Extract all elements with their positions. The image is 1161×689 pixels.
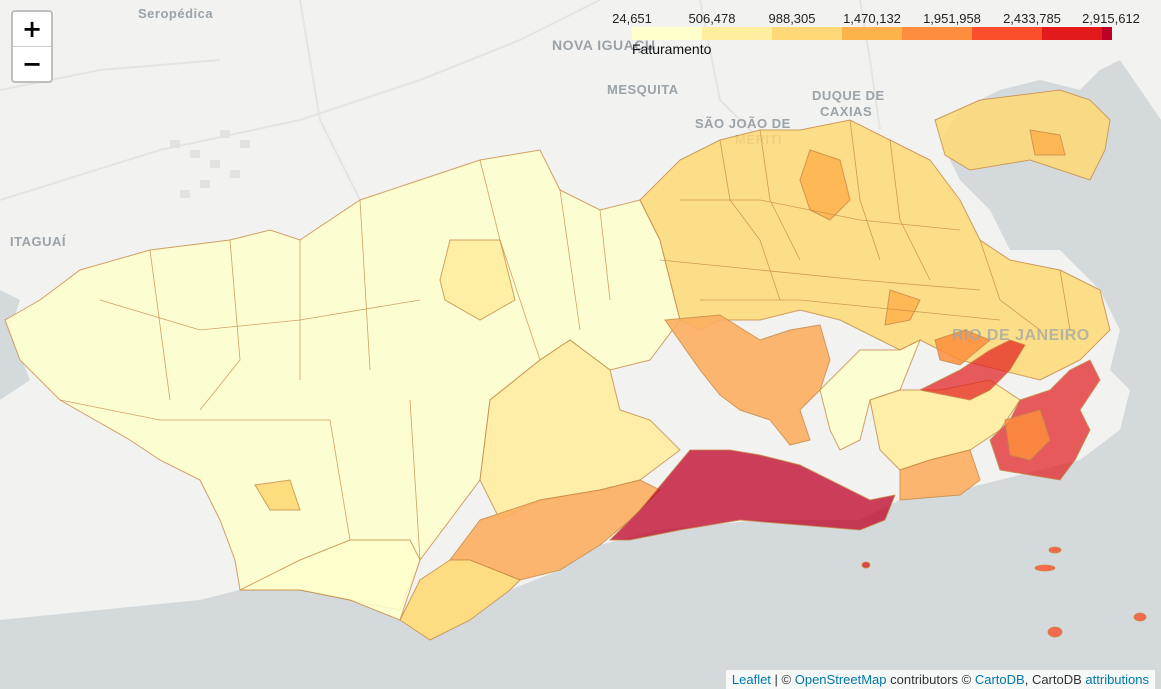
legend-swatch (632, 27, 642, 40)
legend-tick: 988,305 (768, 11, 816, 26)
legend-swatch (1102, 27, 1112, 40)
legend-swatch (652, 27, 662, 40)
legend-swatch (642, 27, 652, 40)
place-label: ITAGUAÍ (10, 234, 66, 249)
legend-tick: 1,470,132 (843, 11, 901, 26)
region-ilha[interactable] (934, 89, 1111, 181)
region-north-dark2[interactable] (884, 289, 921, 326)
region-ilha-dark[interactable] (1029, 129, 1066, 156)
region-north[interactable] (639, 119, 1111, 381)
legend-swatch (742, 27, 752, 40)
legend-swatch (932, 27, 942, 40)
legend-swatch (1032, 27, 1042, 40)
legend-swatch (672, 27, 682, 40)
legend-swatch (1042, 27, 1052, 40)
legend-swatch (992, 27, 1002, 40)
urban-blocks (170, 130, 250, 198)
legend-title: Faturamento (632, 41, 712, 57)
legend-swatch (962, 27, 972, 40)
legend-color-bar (632, 27, 1112, 40)
bay-water (0, 60, 1161, 689)
legend-swatch (832, 27, 842, 40)
attribution: Leaflet | © OpenStreetMap contributors ©… (725, 670, 1155, 689)
cartodb-link[interactable]: CartoDB (974, 672, 1025, 687)
zoom-in-button[interactable]: + (21, 15, 43, 43)
legend-swatch (952, 27, 962, 40)
region-orange-b[interactable] (254, 479, 301, 511)
legend-swatch (722, 27, 732, 40)
legend-swatch (872, 27, 882, 40)
legend-swatch (712, 27, 722, 40)
legend-swatch (762, 27, 772, 40)
map-legend: 24,651 506,478 988,305 1,470,132 1,951,9… (0, 0, 1161, 60)
legend-swatch (692, 27, 702, 40)
legend-tick: 24,651 (612, 11, 652, 26)
legend-swatch (812, 27, 822, 40)
legend-swatch (1092, 27, 1102, 40)
legend-swatch (1052, 27, 1062, 40)
legend-swatch (1022, 27, 1032, 40)
islands (861, 546, 1147, 638)
place-label: NOVA IGUAÇU (552, 37, 656, 53)
attributions-link[interactable]: attributions (1085, 672, 1149, 687)
osm-link[interactable]: OpenStreetMap (794, 672, 887, 687)
legend-tick: 506,478 (688, 11, 736, 26)
zoom-control: + − (11, 10, 53, 83)
legend-swatch (792, 27, 802, 40)
region-barra[interactable] (608, 449, 896, 541)
legend-swatch (1072, 27, 1082, 40)
place-label: CAXIAS (820, 104, 872, 119)
region-centro-orange[interactable] (934, 329, 991, 366)
legend-swatch (662, 27, 672, 40)
legend-swatch (852, 27, 862, 40)
legend-swatch (892, 27, 902, 40)
legend-tick: 2,915,612 (1082, 11, 1140, 26)
legend-swatch (912, 27, 922, 40)
legend-swatch (972, 27, 982, 40)
place-label: Seropédica (138, 6, 213, 21)
legend-swatch (682, 27, 692, 40)
zoom-out-button[interactable]: − (13, 46, 51, 81)
region-borders (59, 119, 1071, 561)
legend-swatch (902, 27, 912, 40)
region-north-dark[interactable] (799, 149, 851, 221)
legend-swatch (1062, 27, 1072, 40)
legend-swatch (772, 27, 782, 40)
legend-swatch (882, 27, 892, 40)
legend-swatch (862, 27, 872, 40)
legend-swatch (782, 27, 792, 40)
region-zs-orange[interactable] (1004, 409, 1051, 461)
legend-swatch (982, 27, 992, 40)
legend-swatch (822, 27, 832, 40)
leaflet-link[interactable]: Leaflet (731, 672, 771, 687)
legend-swatch (802, 27, 812, 40)
region-lagoa[interactable] (899, 449, 981, 501)
legend-tick: 1,951,958 (923, 11, 981, 26)
region-jacarepagua[interactable] (664, 314, 831, 446)
legend-swatch (1012, 27, 1022, 40)
attribution-text-2: , CartoDB (1024, 672, 1086, 687)
legend-swatch (1082, 27, 1092, 40)
legend-swatch (702, 27, 712, 40)
attribution-sep: | © (770, 672, 795, 687)
legend-swatch (842, 27, 852, 40)
place-label: MESQUITA (607, 82, 679, 97)
legend-swatch (942, 27, 952, 40)
place-label: RIO DE JANEIRO (952, 327, 1090, 344)
place-label: SÃO JOÃO DE (695, 116, 791, 131)
choropleth-regions (4, 89, 1111, 641)
legend-swatch (732, 27, 742, 40)
region-south-tip[interactable] (399, 559, 521, 641)
legend-tick: 2,433,785 (1003, 11, 1061, 26)
place-label: DUQUE DE (812, 88, 885, 103)
region-centro-red[interactable] (918, 339, 1026, 401)
legend-swatch (922, 27, 932, 40)
legend-swatch (752, 27, 762, 40)
attribution-text: contributors © (886, 672, 975, 687)
legend-swatch (1002, 27, 1012, 40)
